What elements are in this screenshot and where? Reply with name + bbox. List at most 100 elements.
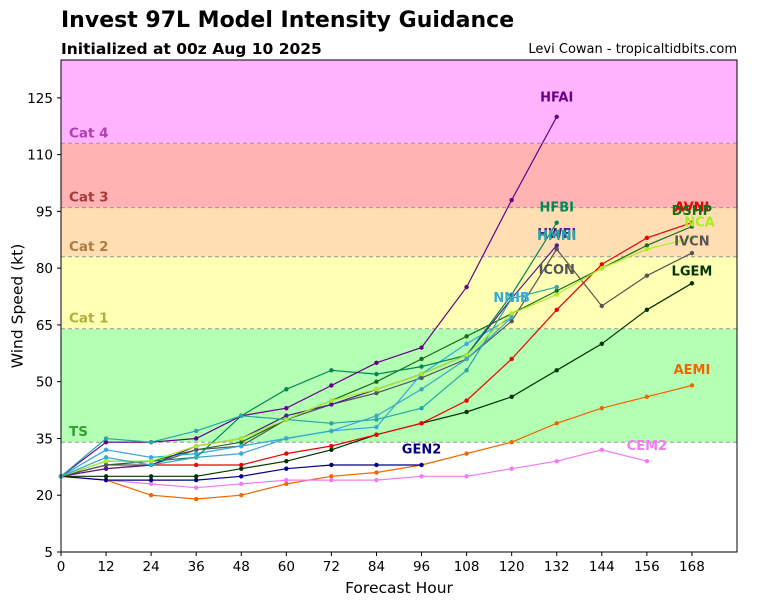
data-point-lgem — [284, 458, 289, 464]
x-tick-label: 120 — [499, 559, 525, 575]
chart-title: Invest 97L Model Intensity Guidance — [61, 8, 515, 33]
data-point-aemi — [509, 440, 514, 445]
x-tick-label: 0 — [57, 559, 66, 575]
data-point-nca — [509, 311, 514, 316]
data-point-nnib — [239, 443, 244, 449]
data-point-nnib — [194, 451, 199, 456]
data-point-ofci — [284, 436, 289, 441]
data-point-nca — [284, 417, 289, 422]
data-point-nca — [194, 443, 199, 449]
data-point-cem2 — [194, 485, 199, 490]
data-point-lgem — [239, 466, 244, 471]
data-point-nca — [464, 353, 469, 358]
data-point-ofci — [194, 455, 199, 460]
y-tick-label: 50 — [36, 375, 53, 391]
x-tick-label: 36 — [188, 559, 205, 575]
x-tick-label: 108 — [454, 559, 480, 575]
data-point-gen2 — [239, 474, 244, 479]
data-point-lgem — [644, 307, 650, 312]
data-point-aemi — [148, 493, 154, 498]
data-point-ofci — [509, 315, 514, 320]
data-point-aemi — [239, 493, 244, 498]
data-point-cem2 — [509, 466, 514, 471]
y-tick-label: 5 — [44, 545, 53, 561]
data-point-gen2 — [329, 462, 334, 468]
data-point-ofci — [329, 428, 334, 434]
data-point-hfbi — [419, 364, 424, 369]
x-axis-label: Forecast Hour — [345, 579, 453, 597]
chart-subtitle: Initialized at 00z Aug 10 2025 — [61, 40, 322, 58]
x-tick-label: 24 — [143, 559, 160, 575]
data-point-ivcn — [554, 247, 559, 252]
data-point-hfbi — [329, 368, 334, 373]
series-label-ivcn: IVCN — [674, 234, 709, 249]
data-point-hfai — [284, 405, 289, 411]
data-point-aemi — [599, 405, 604, 411]
data-point-nca — [103, 458, 109, 464]
x-tick-label: 72 — [323, 559, 340, 575]
data-point-gen2 — [194, 477, 199, 483]
band-label: Cat 2 — [69, 239, 109, 255]
data-point-lgem — [509, 394, 514, 400]
data-point-hwfi — [103, 466, 109, 471]
x-tick-label: 156 — [634, 559, 660, 575]
data-point-dshp — [239, 440, 244, 445]
data-point-lgem — [148, 474, 154, 479]
data-point-ofci — [148, 462, 154, 468]
data-point-hfai — [464, 284, 469, 290]
data-point-aemi — [644, 394, 650, 400]
data-point-avni — [509, 356, 514, 362]
series-label-gen2: GEN2 — [402, 443, 441, 458]
data-point-gen2 — [419, 462, 424, 468]
data-point-ivcn — [419, 375, 424, 381]
band-label: TS — [69, 424, 88, 440]
data-point-hwfi — [554, 243, 559, 248]
data-point-hfai — [194, 436, 199, 441]
data-point-cem2 — [464, 474, 469, 479]
band-cat-4 — [61, 60, 737, 144]
data-point-gen2 — [103, 477, 109, 483]
data-point-dshp — [689, 224, 695, 229]
data-point-dshp — [464, 334, 469, 339]
data-point-ivcn — [644, 273, 650, 278]
y-axis-label: Wind Speed (kt) — [8, 244, 26, 369]
data-point-avni — [599, 262, 604, 267]
y-axis: 5 20 35 50 65 80 95 110 125 — [27, 91, 61, 561]
data-point-dshp — [419, 356, 424, 362]
data-point-lgem — [689, 281, 695, 286]
data-point-hmni — [239, 413, 244, 418]
series-line-hfai — [60, 116, 558, 477]
data-point-hfai — [509, 197, 514, 203]
data-point-hmni — [103, 436, 109, 441]
data-point-nnib — [464, 341, 469, 347]
data-point-ofci — [419, 387, 424, 392]
band-cat-2 — [61, 207, 737, 257]
data-point-cem2 — [148, 481, 154, 487]
data-point-ivcn — [599, 303, 604, 309]
data-point-hmni — [194, 428, 199, 434]
data-point-hfbi — [374, 371, 379, 377]
chart-credit: Levi Cowan - tropicaltidbits.com — [528, 42, 737, 57]
data-point-lgem — [554, 368, 559, 373]
series-label-dshp: DSHP — [672, 204, 713, 219]
data-point-nca — [599, 265, 604, 271]
series-label-hfai: HFAI — [540, 91, 573, 106]
data-point-nnib — [103, 447, 109, 453]
data-point-nnib — [374, 424, 379, 430]
data-point-gen2 — [374, 462, 379, 468]
series-label-icon: ICON — [539, 263, 575, 278]
x-tick-label: 60 — [278, 559, 295, 575]
series-label-hfbi: HFBI — [539, 200, 574, 215]
data-point-nnib — [148, 455, 154, 460]
data-point-nca — [329, 398, 334, 403]
data-point-aemi — [194, 496, 199, 502]
data-point-hmni — [374, 417, 379, 422]
data-point-ivcn — [509, 318, 514, 324]
series-label-hwfi: HWFI — [537, 227, 576, 242]
data-point-hfai — [419, 345, 424, 350]
data-point-nca — [239, 436, 244, 441]
data-point-cem2 — [599, 447, 604, 453]
data-point-nca — [689, 235, 695, 241]
data-point-cem2 — [374, 477, 379, 483]
